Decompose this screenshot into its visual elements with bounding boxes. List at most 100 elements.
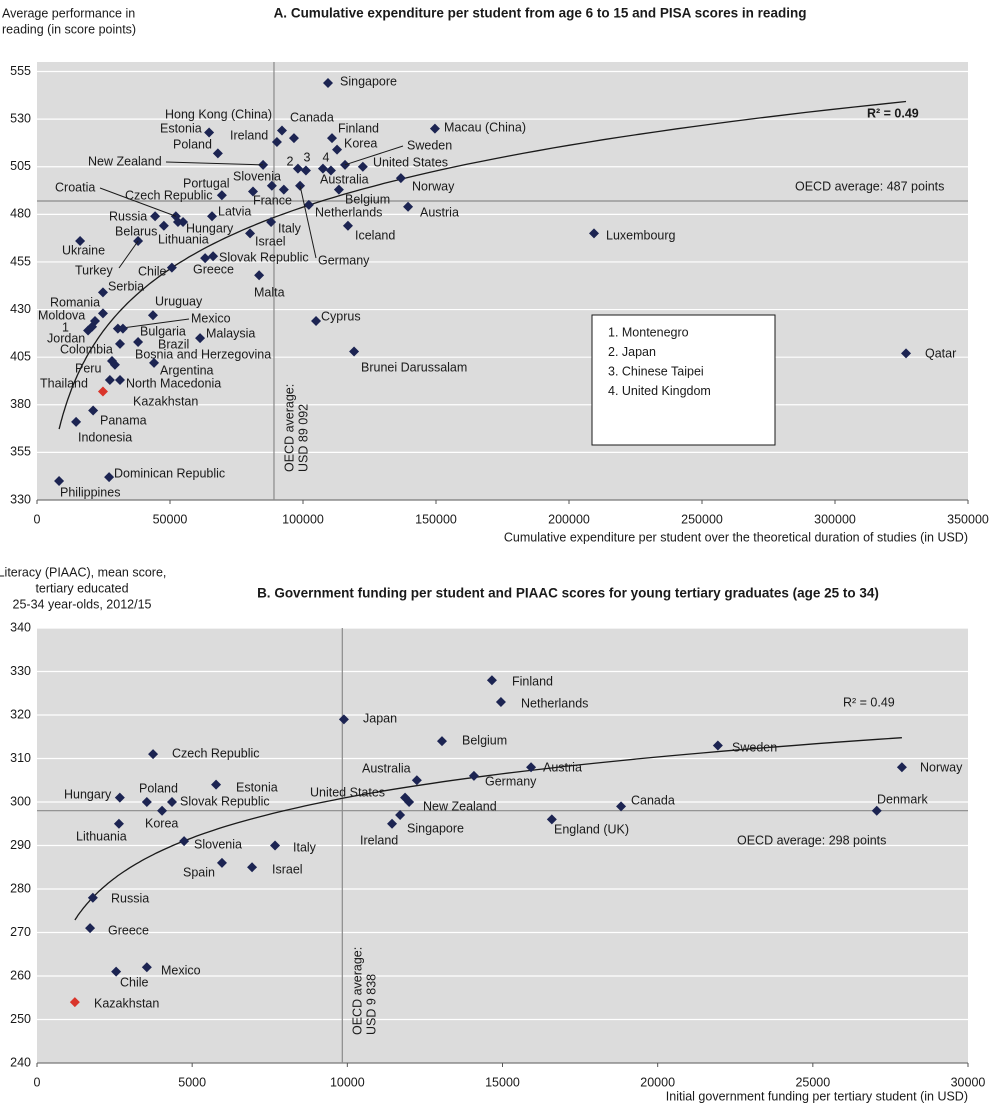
- point-label: Germany: [485, 774, 537, 788]
- data-point: [157, 805, 168, 816]
- y-tick-label: 300: [10, 794, 31, 808]
- data-point: [303, 199, 314, 210]
- data-point: [436, 736, 447, 747]
- point-label: Kazakhstan: [94, 996, 159, 1010]
- point-label: Indonesia: [78, 430, 132, 444]
- point-label: Poland: [139, 781, 178, 795]
- y-tick-label: 355: [10, 445, 31, 459]
- data-point: [207, 211, 218, 222]
- point-label: France: [253, 193, 292, 207]
- point-label: Netherlands: [315, 205, 382, 219]
- point-label: Estonia: [160, 121, 202, 135]
- data-point: [113, 818, 124, 829]
- data-point: [349, 346, 360, 357]
- point-label: Croatia: [55, 180, 95, 194]
- y-axis-label: Literacy (PIAAC), mean score,: [0, 565, 166, 579]
- y-tick-label: 250: [10, 1012, 31, 1026]
- data-point: [195, 333, 206, 344]
- y-tick-label: 380: [10, 397, 31, 411]
- point-label: Czech Republic: [172, 746, 260, 760]
- point-label: Israel: [255, 234, 286, 248]
- reference-x-label: USD 9 838: [365, 974, 379, 1035]
- point-label: Estonia: [236, 780, 278, 794]
- data-point: [395, 173, 406, 184]
- data-point: [395, 810, 406, 821]
- point-label: Singapore: [407, 821, 464, 835]
- point-label: Kazakhstan: [133, 394, 198, 408]
- y-axis-label: Average performance in: [2, 6, 135, 20]
- data-point: [404, 797, 415, 807]
- point-label: Brazil: [158, 337, 189, 351]
- note-text: 4. United Kingdom: [608, 384, 711, 398]
- data-point: [300, 165, 311, 176]
- chart-title: B. Government funding per student and PI…: [257, 586, 879, 601]
- point-label: Singapore: [340, 74, 397, 88]
- data-point: [212, 148, 223, 159]
- x-tick-label: 300000: [814, 512, 856, 526]
- data-point: [97, 386, 108, 397]
- reference-y-label: OECD average: 487 points: [795, 179, 944, 193]
- data-point: [317, 163, 328, 174]
- y-tick-label: 505: [10, 159, 31, 173]
- point-label: Italy: [293, 840, 317, 854]
- data-point: [204, 127, 215, 138]
- point-label: Panama: [100, 413, 147, 427]
- data-point: [211, 779, 222, 790]
- data-point: [323, 77, 334, 88]
- data-point: [172, 216, 183, 227]
- data-point: [326, 133, 337, 144]
- y-tick-label: 530: [10, 111, 31, 125]
- point-label: Canada: [631, 793, 675, 807]
- point-label: Uruguay: [155, 294, 203, 308]
- x-tick-label: 25000: [795, 1075, 830, 1089]
- point-label: Bosnia and Herzegovina: [135, 347, 271, 361]
- reference-x-label: USD 89 092: [296, 404, 310, 472]
- point-label: Germany: [318, 253, 370, 267]
- point-label: Korea: [344, 136, 377, 150]
- y-tick-label: 455: [10, 254, 31, 268]
- data-point: [495, 696, 506, 707]
- point-label: Russia: [109, 209, 147, 223]
- data-point: [54, 475, 65, 486]
- point-label: Sweden: [407, 138, 452, 152]
- data-point: [148, 749, 159, 760]
- y-tick-label: 240: [10, 1055, 31, 1069]
- point-label: Romania: [50, 295, 100, 309]
- x-tick-label: 30000: [951, 1075, 986, 1089]
- x-tick-label: 50000: [153, 512, 188, 526]
- point-label: Italy: [278, 221, 302, 235]
- data-point: [311, 315, 322, 326]
- data-point: [712, 740, 723, 751]
- point-label: Moldova: [38, 308, 85, 322]
- x-tick-label: 250000: [681, 512, 723, 526]
- r-squared-label: R² = 0.49: [867, 106, 919, 120]
- point-label: Belarus: [115, 224, 157, 238]
- reference-y-label: OECD average: 298 points: [737, 833, 886, 847]
- y-tick-label: 330: [10, 492, 31, 506]
- data-point: [166, 262, 177, 273]
- data-point: [85, 923, 96, 934]
- point-label: New Zealand: [423, 799, 497, 813]
- point-label: Chile: [120, 975, 149, 989]
- point-label: Slovak Republic: [180, 794, 270, 808]
- point-label: Hungary: [186, 221, 234, 235]
- leader-line: [117, 318, 190, 330]
- data-point: [589, 228, 600, 239]
- data-point: [97, 308, 108, 319]
- point-label: England (UK): [554, 822, 629, 836]
- reference-x-label: OECD average:: [282, 384, 296, 472]
- point-label: Colombia: [60, 342, 113, 356]
- data-point: [266, 216, 277, 227]
- y-tick-label: 290: [10, 838, 31, 852]
- point-label: Belgium: [345, 192, 390, 206]
- data-point: [88, 405, 99, 416]
- data-point: [87, 892, 98, 903]
- data-point: [179, 836, 190, 847]
- point-label: Argentina: [160, 363, 214, 377]
- x-axis-label: Cumulative expenditure per student over …: [504, 530, 968, 544]
- data-point: [245, 228, 256, 239]
- data-point: [288, 133, 299, 144]
- leader-line: [99, 187, 177, 217]
- trend-line: [74, 737, 902, 921]
- point-label: Ireland: [360, 833, 398, 847]
